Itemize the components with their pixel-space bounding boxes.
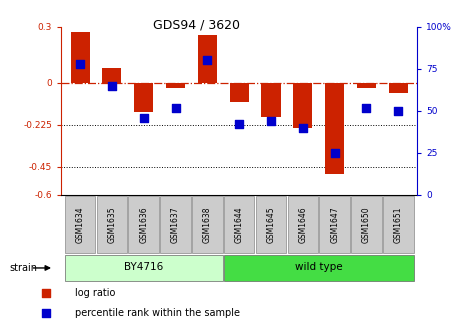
- Text: strain: strain: [9, 263, 38, 273]
- Bar: [256, 196, 286, 253]
- Bar: [351, 196, 382, 253]
- Point: [172, 105, 179, 110]
- Text: GSM1651: GSM1651: [394, 206, 403, 243]
- Text: GSM1647: GSM1647: [330, 206, 339, 243]
- Bar: [224, 255, 414, 281]
- Text: BY4716: BY4716: [124, 262, 163, 272]
- Bar: [65, 255, 223, 281]
- Bar: [261, 83, 280, 117]
- Text: GSM1638: GSM1638: [203, 206, 212, 243]
- Point: [42, 311, 50, 316]
- Bar: [97, 196, 127, 253]
- Point: [363, 105, 370, 110]
- Text: GSM1637: GSM1637: [171, 206, 180, 243]
- Text: GSM1646: GSM1646: [298, 206, 307, 243]
- Bar: [224, 196, 255, 253]
- Bar: [325, 83, 344, 174]
- Bar: [192, 196, 223, 253]
- Bar: [293, 83, 312, 128]
- Point: [204, 58, 211, 63]
- Point: [394, 108, 402, 114]
- Text: GSM1636: GSM1636: [139, 206, 148, 243]
- Text: GSM1650: GSM1650: [362, 206, 371, 243]
- Point: [235, 122, 243, 127]
- Point: [108, 83, 116, 88]
- Bar: [166, 83, 185, 88]
- Point: [267, 118, 275, 124]
- Text: GSM1634: GSM1634: [76, 206, 84, 243]
- Text: GSM1635: GSM1635: [107, 206, 116, 243]
- Point: [331, 150, 339, 156]
- Bar: [389, 83, 408, 93]
- Point: [140, 115, 147, 120]
- Bar: [65, 196, 95, 253]
- Bar: [160, 196, 191, 253]
- Bar: [102, 68, 121, 83]
- Point: [299, 125, 307, 130]
- Text: GDS94 / 3620: GDS94 / 3620: [153, 18, 241, 32]
- Text: percentile rank within the sample: percentile rank within the sample: [75, 308, 240, 319]
- Point: [76, 61, 84, 67]
- Text: log ratio: log ratio: [75, 288, 115, 298]
- Bar: [287, 196, 318, 253]
- Bar: [70, 33, 90, 83]
- Point: [42, 290, 50, 296]
- Text: GSM1644: GSM1644: [234, 206, 244, 243]
- Bar: [129, 196, 159, 253]
- Bar: [319, 196, 350, 253]
- Bar: [230, 83, 249, 101]
- Text: GSM1645: GSM1645: [266, 206, 275, 243]
- Bar: [383, 196, 414, 253]
- Bar: [357, 83, 376, 88]
- Bar: [198, 35, 217, 83]
- Bar: [134, 83, 153, 112]
- Text: wild type: wild type: [295, 262, 342, 272]
